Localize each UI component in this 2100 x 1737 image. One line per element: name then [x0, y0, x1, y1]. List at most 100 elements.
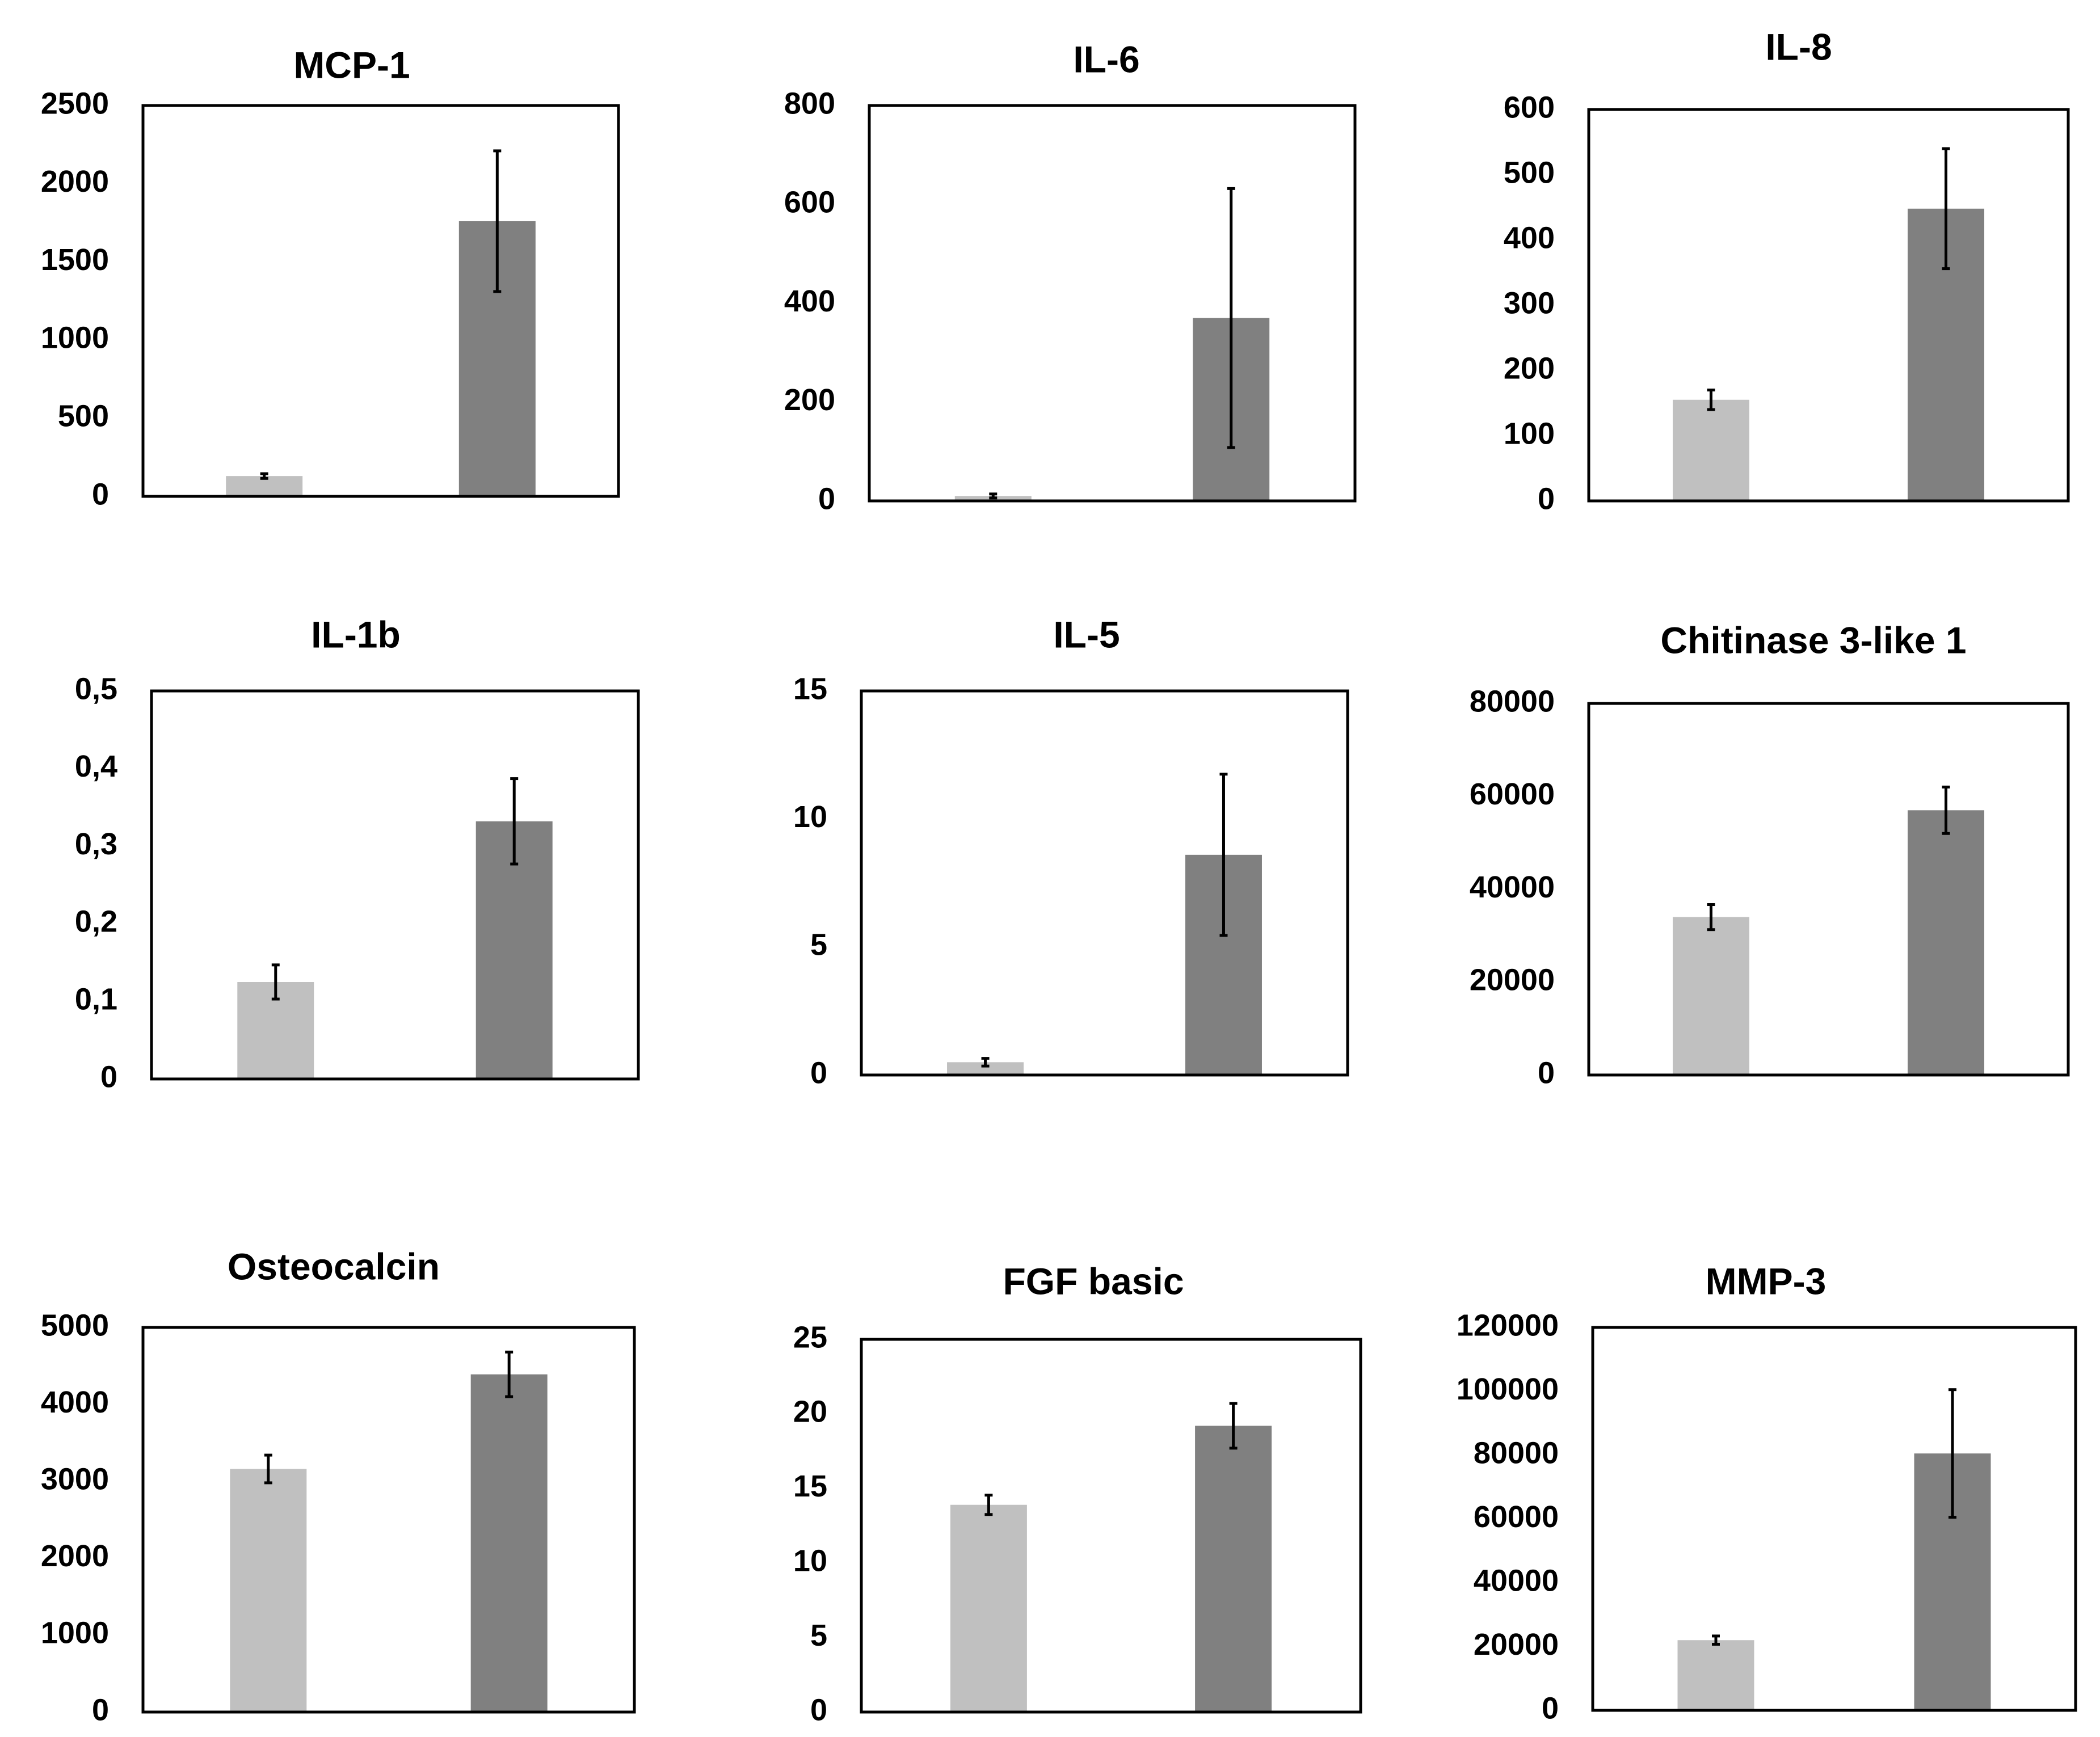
y-tick-label: 40000: [1470, 870, 1555, 904]
bar-group-2: [470, 1374, 548, 1712]
y-tick-label: 20000: [1470, 963, 1555, 997]
error-bar: [264, 1453, 272, 1485]
error-bar: [1707, 389, 1715, 411]
y-tick-label: 0,1: [75, 982, 117, 1016]
plot-frame: [1587, 108, 2070, 503]
chart-panel: FGF basic 0 5 10 15 20 25: [793, 1260, 1362, 1727]
y-tick-label: 2500: [41, 86, 109, 120]
y-tick-label: 0: [100, 1060, 117, 1094]
y-tick-label: 400: [1504, 221, 1555, 255]
error-bar: [981, 1057, 990, 1068]
y-tick-label: 0: [1538, 1056, 1555, 1090]
y-tick-label: 1000: [41, 321, 109, 355]
y-tick-label: 20: [793, 1395, 827, 1429]
chart-panel: IL-8 0 100 200 300 400 500 600: [1504, 26, 2070, 516]
y-tick-label: 5000: [41, 1308, 109, 1342]
bar-group-1: [947, 1062, 1024, 1075]
y-tick-label: 0,3: [75, 827, 117, 861]
chart-title: Chitinase 3-like 1: [1660, 619, 1966, 661]
y-tick-label: 0: [1538, 482, 1555, 516]
y-tick-label: 15: [793, 672, 827, 706]
y-tick-label: 5: [810, 928, 827, 962]
plot-frame: [141, 104, 620, 498]
error-bar: [1942, 785, 1950, 835]
chart-panel: MCP-1 0 500 1000 1500 2000 2500: [41, 44, 620, 511]
chart-panel: IL-5 0 5 10 15: [793, 613, 1349, 1090]
y-tick-label: 1000: [41, 1616, 109, 1650]
y-tick-label: 40000: [1474, 1563, 1559, 1597]
chart-panel: Chitinase 3-like 1 0 20000 40000 60000 80000: [1470, 619, 2070, 1090]
y-tick-label: 0,2: [75, 905, 117, 939]
y-tick-label: 0: [1542, 1691, 1559, 1725]
y-tick-label: 15: [793, 1469, 827, 1503]
error-bar: [1948, 1388, 1956, 1519]
bar-group-1: [950, 1504, 1027, 1712]
y-tick-label: 5: [810, 1618, 827, 1652]
y-tick-label: 200: [784, 383, 835, 417]
y-tick-label: 500: [58, 399, 109, 433]
bar-group-2: [1908, 810, 1985, 1075]
bar-group-1: [230, 1469, 307, 1712]
chart-panel: IL-6 0 200 400 600 800: [784, 38, 1357, 516]
y-tick-label: 100: [1504, 416, 1555, 450]
y-tick-label: 500: [1504, 155, 1555, 189]
y-tick-label: 80000: [1470, 684, 1555, 718]
y-tick-label: 0: [92, 477, 109, 511]
chart-title: IL-5: [1053, 613, 1120, 655]
chart-title: MCP-1: [293, 44, 410, 86]
y-tick-label: 20000: [1474, 1628, 1559, 1662]
chart-title: IL-6: [1073, 38, 1139, 80]
y-tick-label: 4000: [41, 1385, 109, 1419]
error-bar: [1707, 903, 1715, 931]
y-tick-label: 25: [793, 1320, 827, 1354]
y-tick-label: 0: [92, 1693, 109, 1727]
plot-frame: [868, 104, 1357, 503]
error-bar: [505, 1350, 514, 1398]
y-tick-label: 400: [784, 284, 835, 318]
chart-title: MMP-3: [1706, 1260, 1827, 1302]
y-tick-label: 800: [784, 86, 835, 120]
y-tick-label: 0: [818, 482, 835, 516]
error-bar: [493, 149, 502, 293]
y-tick-label: 1500: [41, 243, 109, 277]
chart-title: Osteocalcin: [228, 1245, 440, 1287]
bar-group-1: [1677, 1640, 1754, 1710]
error-bar: [1712, 1634, 1720, 1646]
y-tick-label: 3000: [41, 1462, 109, 1496]
y-tick-label: 10: [793, 800, 827, 834]
error-bar: [1229, 1402, 1238, 1450]
chart-title: IL-8: [1765, 26, 1832, 68]
chart-panel: Osteocalcin 0 1000 2000 3000 4000 5000: [41, 1245, 636, 1727]
y-tick-label: 600: [784, 185, 835, 220]
plot-frame: [860, 689, 1349, 1077]
y-tick-label: 60000: [1470, 777, 1555, 811]
y-tick-label: 300: [1504, 286, 1555, 320]
y-tick-label: 200: [1504, 351, 1555, 385]
y-tick-label: 0: [810, 1693, 827, 1727]
plot-frame: [1591, 1326, 2077, 1712]
y-tick-label: 0,5: [75, 672, 117, 706]
chart-panel: MMP-3 0 20000 40000 60000 80000 100000 120000: [1457, 1260, 2077, 1725]
chart-panel: IL-1b 0 0,1 0,2 0,3 0,4 0,5: [75, 613, 640, 1094]
bar-group-1: [1672, 399, 1749, 501]
error-bar: [1219, 773, 1228, 937]
error-bar: [984, 1494, 993, 1516]
y-tick-label: 2000: [41, 1539, 109, 1573]
y-tick-label: 80000: [1474, 1436, 1559, 1470]
bar-group-1: [1672, 917, 1749, 1075]
chart-title: IL-1b: [311, 613, 401, 655]
y-tick-label: 120000: [1457, 1308, 1559, 1342]
error-bar: [510, 777, 519, 866]
y-tick-label: 2000: [41, 165, 109, 199]
error-bar: [1942, 147, 1950, 271]
bar-group-2: [1195, 1426, 1272, 1712]
plot-frame: [1587, 702, 2070, 1077]
plot-frame: [150, 689, 640, 1081]
y-tick-label: 10: [793, 1544, 827, 1578]
plot-frame: [860, 1338, 1362, 1714]
chart-title: FGF basic: [1003, 1260, 1184, 1302]
error-bar: [1227, 187, 1235, 449]
error-bar: [271, 963, 280, 1001]
error-bar: [260, 472, 268, 480]
